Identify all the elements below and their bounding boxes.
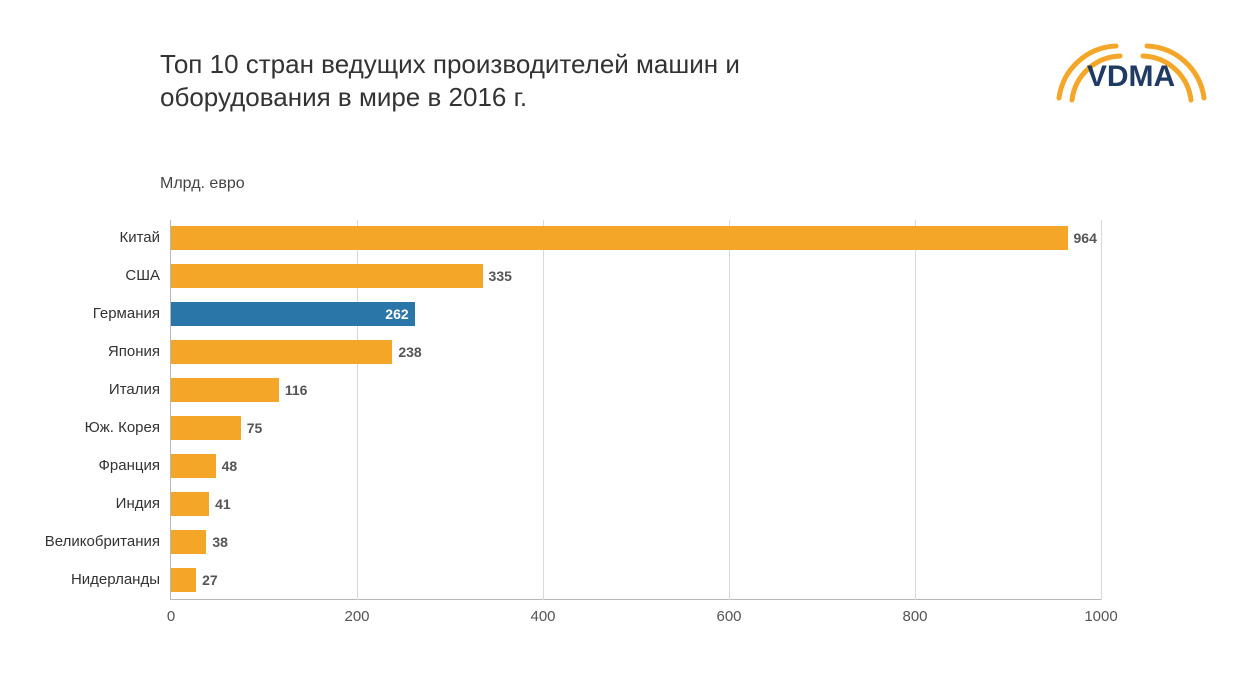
category-label: Индия: [35, 492, 160, 516]
x-axis-line: [171, 599, 1101, 600]
bar-value-label: 75: [247, 416, 263, 440]
bar: [171, 454, 216, 478]
category-label: Франция: [35, 454, 160, 478]
gridline: [915, 220, 916, 600]
bar-value-label: 41: [215, 492, 231, 516]
bar: [171, 302, 415, 326]
category-label: Нидерланды: [35, 568, 160, 592]
chart-subtitle: Млрд. евро: [160, 175, 245, 193]
vdma-logo: VDMA: [1054, 40, 1209, 110]
bar-value-label: 38: [212, 530, 228, 554]
bar-value-label: 964: [1074, 226, 1097, 250]
bar-value-label: 116: [285, 378, 308, 402]
bar: [171, 530, 206, 554]
bar: [171, 416, 241, 440]
bar-value-label: 238: [398, 340, 421, 364]
bar-value-label: 335: [489, 264, 512, 288]
x-tick-label: 600: [716, 608, 741, 625]
bar: [171, 340, 392, 364]
bar: [171, 492, 209, 516]
title-line-2: оборудования в мире в 2016 г.: [160, 82, 527, 112]
category-label: Юж. Корея: [35, 416, 160, 440]
x-tick-label: 0: [167, 608, 175, 625]
bar-value-label: 262: [385, 302, 408, 326]
bar-chart: 0 200 400 600 800 1000 964 335 262 238 116 75 48 41 38…: [30, 220, 1200, 650]
x-tick-label: 800: [902, 608, 927, 625]
title-line-1: Топ 10 стран ведущих производителей маши…: [160, 49, 740, 79]
plot-area: 0200400600800100096433526223811675484138…: [170, 220, 1100, 600]
bar: [171, 226, 1068, 250]
category-label: Великобритания: [35, 530, 160, 554]
category-label: Япония: [35, 340, 160, 364]
bar: [171, 378, 279, 402]
chart-title: Топ 10 стран ведущих производителей маши…: [160, 48, 880, 115]
bar-value-label: 48: [222, 454, 238, 478]
category-label: Германия: [35, 302, 160, 326]
bar: [171, 264, 483, 288]
gridline: [729, 220, 730, 600]
category-label: Китай: [35, 226, 160, 250]
gridline: [543, 220, 544, 600]
bar-value-label: 27: [202, 568, 218, 592]
bar: [171, 568, 196, 592]
x-tick-label: 400: [530, 608, 555, 625]
x-tick-label: 200: [344, 608, 369, 625]
logo-text: VDMA: [1087, 60, 1175, 93]
gridline: [1101, 220, 1102, 600]
category-label: США: [35, 264, 160, 288]
category-label: Италия: [35, 378, 160, 402]
x-tick-label: 1000: [1084, 608, 1117, 625]
